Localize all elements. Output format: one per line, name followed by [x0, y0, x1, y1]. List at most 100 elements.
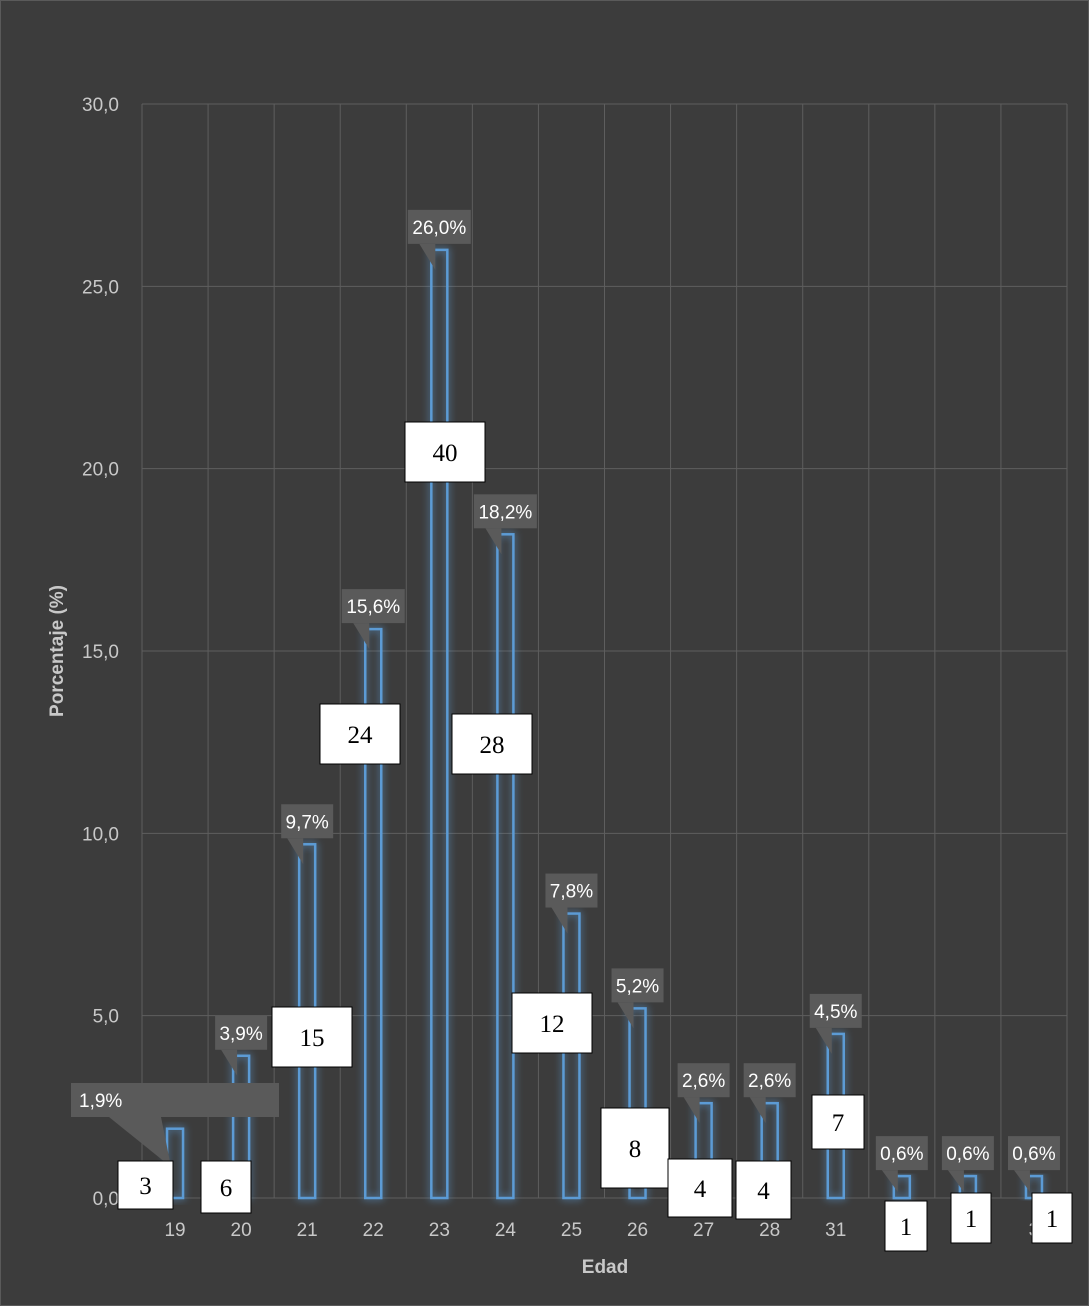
callout-box — [611, 968, 664, 1003]
count-box-bg — [950, 1192, 992, 1244]
x-tick-label: 25 — [561, 1220, 582, 1241]
percent-label: 0,6% — [946, 1144, 989, 1165]
count-box: 1 — [1031, 1192, 1073, 1244]
count-box: 28 — [451, 713, 533, 775]
count-box-bg — [117, 1160, 174, 1210]
percent-label: 9,7% — [286, 812, 329, 833]
count-label: 8 — [629, 1136, 642, 1163]
y-axis-title: Porcentaje (%) — [47, 585, 68, 717]
percent-callout: 26,0% — [407, 209, 471, 270]
count-box-bg — [600, 1107, 670, 1189]
percent-label: 5,2% — [616, 976, 659, 997]
bar — [496, 533, 515, 1200]
x-tick-label: 23 — [429, 1220, 450, 1241]
count-box-bg — [271, 1006, 353, 1068]
percent-callout: 3,9% — [215, 1015, 268, 1076]
y-tick-label: 0,0 — [93, 1189, 119, 1210]
count-box: 4 — [667, 1158, 733, 1218]
count-box: 4 — [735, 1160, 792, 1220]
bar — [562, 912, 581, 1200]
count-label: 1 — [965, 1206, 978, 1233]
callout-box — [941, 1136, 994, 1171]
x-tick-label: 20 — [231, 1220, 252, 1241]
count-box: 1 — [884, 1200, 928, 1252]
callout-box — [281, 804, 334, 839]
percent-callout: 2,6% — [743, 1063, 796, 1124]
count-boxes: 3 6 15 24 40 28 12 8 4 4 7 1 1 1 — [117, 421, 1073, 1252]
count-box-bg — [884, 1200, 928, 1252]
y-tick-label: 10,0 — [82, 824, 119, 845]
x-tick-label: 28 — [759, 1220, 780, 1241]
callout-box — [875, 1136, 928, 1171]
count-label: 4 — [757, 1178, 770, 1205]
count-box: 24 — [319, 703, 401, 765]
callout-box — [71, 1083, 279, 1117]
callout-box — [677, 1063, 730, 1098]
callout-pointer — [109, 1117, 172, 1167]
count-box-bg — [667, 1158, 733, 1218]
callout-pointer — [617, 1002, 634, 1029]
percent-callout: 15,6% — [341, 589, 405, 650]
y-tick-label: 20,0 — [82, 460, 119, 481]
count-box: 7 — [811, 1094, 865, 1150]
count-box: 6 — [200, 1160, 252, 1214]
percent-label: 3,9% — [219, 1024, 262, 1045]
callout-pointer — [683, 1097, 700, 1124]
callout-pointer — [221, 1049, 238, 1076]
y-tick-label: 30,0 — [82, 95, 119, 116]
percent-label: 0,6% — [880, 1144, 923, 1165]
callout-box — [545, 873, 598, 908]
callout-box — [743, 1063, 796, 1098]
callout-box — [1007, 1136, 1060, 1171]
percent-callout: 5,2% — [611, 968, 664, 1029]
percent-callout: 1,9% — [71, 1083, 279, 1167]
percent-label: 2,6% — [748, 1071, 791, 1092]
count-box-bg — [1031, 1192, 1073, 1244]
y-tick-label: 15,0 — [82, 642, 119, 663]
y-tick-label: 25,0 — [82, 277, 119, 298]
callout-pointer — [485, 528, 502, 555]
x-tick-label: 19 — [164, 1220, 185, 1241]
count-box: 1 — [950, 1192, 992, 1244]
callout-pointer — [551, 907, 568, 934]
percent-callout: 4,5% — [809, 993, 862, 1054]
count-label: 4 — [694, 1176, 707, 1203]
percent-callout: 18,2% — [473, 494, 537, 555]
callout-pointer — [881, 1170, 898, 1192]
count-label: 6 — [220, 1175, 233, 1202]
percent-callout: 0,6% — [875, 1136, 928, 1192]
count-box: 40 — [404, 421, 486, 483]
bar — [364, 627, 383, 1200]
percent-label: 0,6% — [1012, 1144, 1055, 1165]
count-label: 1 — [900, 1214, 913, 1241]
bar — [430, 248, 449, 1200]
percent-label: 2,6% — [682, 1071, 725, 1092]
count-label: 28 — [480, 732, 505, 759]
x-tick-label: 22 — [363, 1220, 384, 1241]
percent-label: 1,9% — [79, 1091, 122, 1112]
percent-label: 18,2% — [478, 502, 532, 523]
count-label: 15 — [300, 1025, 325, 1052]
percent-labels: 1,9% 3,9% 9,7% 15,6% 26,0% 18,2% 7,8% 5,2% 2,6% 2… — [71, 209, 1060, 1192]
count-box: 12 — [511, 992, 593, 1054]
percent-label: 7,8% — [550, 882, 593, 903]
callout-pointer — [419, 243, 436, 270]
count-box-bg — [404, 421, 486, 483]
percent-callout: 7,8% — [545, 873, 598, 934]
count-box-bg — [319, 703, 401, 765]
callout-box — [809, 993, 862, 1028]
count-box: 3 — [117, 1160, 174, 1210]
callout-pointer — [1013, 1170, 1030, 1192]
count-label: 12 — [540, 1011, 565, 1038]
callout-pointer — [287, 838, 304, 865]
count-label: 1 — [1046, 1206, 1059, 1233]
x-tick-label: 24 — [495, 1220, 517, 1241]
count-box: 15 — [271, 1006, 353, 1068]
count-label: 3 — [139, 1173, 152, 1200]
x-tick-label: 31 — [825, 1220, 846, 1241]
bar — [892, 1174, 912, 1200]
count-box-bg — [811, 1094, 865, 1150]
percent-callout: 2,6% — [677, 1063, 730, 1124]
